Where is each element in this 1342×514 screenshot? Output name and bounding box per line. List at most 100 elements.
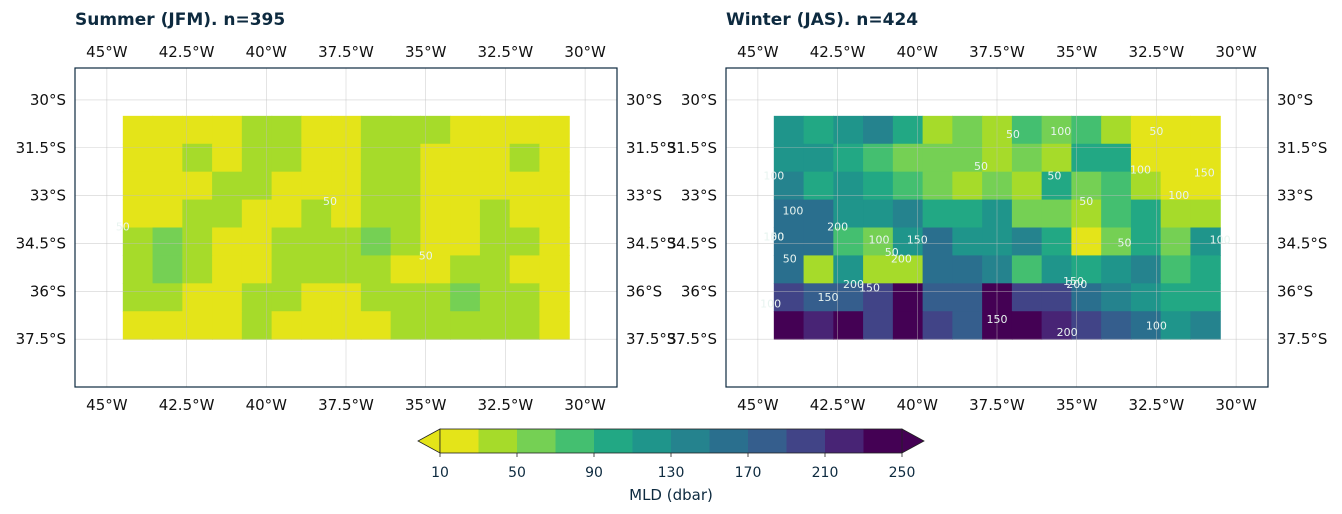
- mld-cell: [301, 115, 332, 145]
- contour-label: 50: [323, 195, 337, 208]
- mld-cell: [420, 199, 451, 229]
- y-tick-label: 33°S: [681, 187, 717, 205]
- mld-cell: [539, 255, 570, 284]
- mld-cell: [833, 143, 864, 173]
- colorbar-swatch: [478, 429, 518, 453]
- y-tick-label: 37.5°S: [667, 330, 717, 348]
- summer-x-ticks-bottom: 45°W 42.5°W 40°W 37.5°W 35°W 32.5°W 30°W: [86, 396, 606, 414]
- contour-label: 100: [763, 230, 784, 243]
- x-tick-label: 37.5°W: [969, 43, 1025, 61]
- mld-cell: [450, 227, 481, 257]
- winter-x-ticks-bottom: 45°W 42.5°W 40°W 37.5°W 35°W 32.5°W 30°W: [737, 396, 1257, 414]
- mld-cell: [922, 199, 953, 229]
- x-tick-label: 42.5°W: [810, 43, 866, 61]
- y-tick-label: 33°S: [626, 187, 662, 205]
- mld-cell: [773, 311, 805, 340]
- mld-cell: [952, 199, 983, 229]
- mld-cell: [952, 171, 983, 201]
- y-tick-label: 36°S: [626, 282, 662, 300]
- mld-cell: [922, 283, 953, 312]
- contour-label: 150: [1063, 275, 1084, 288]
- mld-cell: [1011, 227, 1043, 257]
- mld-cell: [1041, 199, 1072, 229]
- gridlines: [726, 68, 1268, 387]
- mld-cell: [1101, 171, 1132, 201]
- contour-label: 150: [859, 281, 880, 294]
- mld-cell: [122, 143, 154, 173]
- winter-title: Winter (JAS). n=424: [726, 10, 918, 30]
- contour-label: 50: [1079, 195, 1093, 208]
- mld-cell: [1101, 199, 1132, 229]
- y-tick-label: 30°S: [1277, 91, 1313, 109]
- x-tick-label: 37.5°W: [318, 396, 374, 414]
- mld-cell: [241, 311, 273, 340]
- summer-y-ticks-left: 30°S 31.5°S 33°S 34.5°S 36°S 37.5°S: [16, 91, 66, 348]
- x-tick-label: 45°W: [737, 43, 779, 61]
- contour-label: 50: [1006, 128, 1020, 141]
- mld-cell: [833, 283, 864, 312]
- y-tick-label: 30°S: [681, 91, 717, 109]
- mld-cell: [1041, 311, 1072, 340]
- mld-cell: [509, 171, 541, 201]
- mld-cell: [182, 199, 213, 229]
- x-tick-label: 45°W: [86, 43, 128, 61]
- mld-cell: [212, 283, 243, 312]
- x-tick-label: 30°W: [1215, 43, 1257, 61]
- winter-y-ticks-right: 30°S 31.5°S 33°S 34.5°S 36°S 37.5°S: [1277, 91, 1327, 348]
- mld-cell: [539, 227, 570, 257]
- mld-cell: [1160, 255, 1192, 284]
- mld-cell: [922, 255, 953, 284]
- mld-cell: [182, 283, 213, 312]
- mld-cell: [1130, 255, 1162, 284]
- mld-cell: [1190, 115, 1221, 145]
- x-tick-label: 32.5°W: [478, 43, 534, 61]
- mld-cell: [1101, 227, 1132, 257]
- mld-cell: [479, 115, 511, 145]
- y-tick-label: 36°S: [30, 282, 66, 300]
- mld-cell: [390, 227, 421, 257]
- mld-cell: [1011, 255, 1043, 284]
- mld-cells: [773, 115, 1221, 340]
- y-tick-label: 37.5°S: [16, 330, 66, 348]
- contour-labels: 50 50 50: [116, 195, 433, 262]
- mld-cell: [952, 143, 983, 173]
- mld-cell: [122, 311, 154, 340]
- mld-cell: [539, 171, 570, 201]
- mld-cell: [390, 143, 421, 173]
- mld-cell: [1101, 143, 1132, 173]
- mld-cell: [952, 115, 983, 145]
- mld-cell: [122, 283, 154, 312]
- contour-label: 200: [843, 278, 864, 291]
- mld-cell: [1160, 199, 1192, 229]
- mld-cell: [241, 115, 273, 145]
- contour-label: 50: [974, 160, 988, 173]
- mld-cell: [803, 115, 834, 145]
- gridlines: [75, 68, 617, 387]
- mld-cell: [271, 115, 302, 145]
- mld-cell: [863, 115, 894, 145]
- mld-cell: [892, 227, 924, 257]
- mld-cell: [1190, 199, 1221, 229]
- mld-cell: [479, 255, 511, 284]
- mld-cell: [152, 115, 183, 145]
- x-tick-label: 32.5°W: [1129, 43, 1185, 61]
- mld-cell: [271, 171, 302, 201]
- mld-cell: [1041, 227, 1072, 257]
- mld-cell: [803, 171, 834, 201]
- mld-cell: [1011, 143, 1043, 173]
- mld-cell: [301, 199, 332, 229]
- y-tick-label: 31.5°S: [1277, 139, 1327, 157]
- mld-cell: [420, 115, 451, 145]
- mld-cell: [773, 227, 805, 257]
- mld-cell: [922, 171, 953, 201]
- x-tick-label: 40°W: [897, 43, 939, 61]
- mld-cell: [539, 199, 570, 229]
- contour-label: 100: [1168, 189, 1189, 202]
- mld-cell: [301, 255, 332, 284]
- mld-cell: [539, 143, 570, 173]
- mld-cell: [833, 311, 864, 340]
- mld-cell: [360, 199, 392, 229]
- summer-x-ticks-top: 45°W 42.5°W 40°W 37.5°W 35°W 32.5°W 30°W: [86, 43, 606, 61]
- x-tick-label: 32.5°W: [478, 396, 534, 414]
- mld-cell: [390, 283, 421, 312]
